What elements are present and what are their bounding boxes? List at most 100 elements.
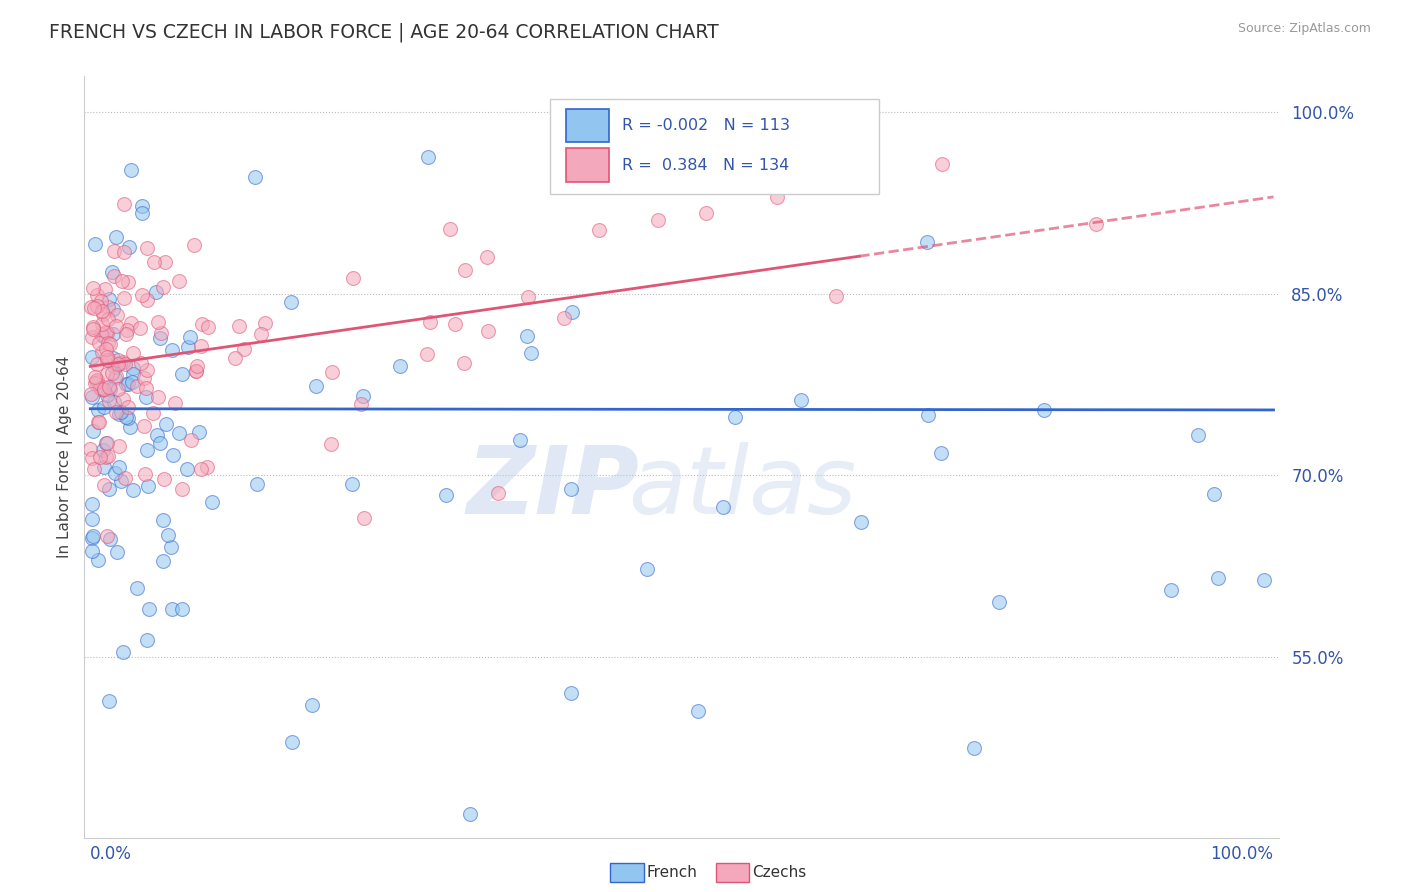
Point (80, 512, 103, 526)
Point (647, 213, 669, 227)
Point (103, 327, 125, 342)
Point (117, 410, 139, 425)
Point (136, 363, 159, 377)
Point (98, 382, 121, 396)
Point (765, 189, 787, 203)
Point (80, 350, 103, 364)
Point (246, 476, 269, 491)
Point (132, 419, 155, 434)
Point (120, 163, 142, 178)
Point (458, 807, 481, 822)
Y-axis label: In Labor Force | Age 20-64: In Labor Force | Age 20-64 (58, 356, 73, 558)
Point (176, 341, 198, 355)
Text: 100.0%: 100.0% (1211, 845, 1274, 863)
Point (105, 230, 128, 244)
Point (142, 406, 165, 420)
Point (82, 496, 104, 510)
Point (131, 288, 153, 302)
Point (389, 359, 412, 373)
Text: atlas: atlas (628, 442, 856, 533)
Point (162, 343, 184, 358)
Point (87, 415, 110, 429)
Point (342, 271, 364, 285)
Point (146, 428, 169, 442)
Point (135, 390, 157, 404)
Point (96, 388, 118, 402)
Point (156, 527, 179, 541)
Point (91, 345, 114, 359)
Point (90, 327, 112, 342)
Point (179, 330, 201, 344)
Point (120, 316, 142, 330)
Point (686, 704, 709, 718)
Point (145, 285, 167, 299)
FancyBboxPatch shape (567, 109, 609, 142)
Point (105, 368, 128, 383)
Point (138, 601, 160, 615)
Point (152, 280, 174, 294)
Point (91, 307, 114, 321)
Point (104, 405, 127, 419)
Point (96, 435, 118, 450)
Point (172, 367, 194, 381)
Point (105, 545, 128, 559)
Point (121, 375, 143, 389)
Point (115, 410, 138, 425)
Point (160, 602, 183, 616)
Point (419, 315, 441, 329)
Point (86, 357, 108, 371)
Point (104, 371, 127, 385)
Point (82, 281, 104, 295)
Point (136, 241, 159, 255)
Point (121, 367, 143, 381)
Point (101, 301, 124, 316)
Point (112, 392, 135, 407)
Point (94, 281, 117, 295)
Point (475, 250, 498, 264)
Point (112, 291, 135, 305)
Point (149, 331, 172, 345)
Point (83, 301, 105, 315)
Point (136, 632, 159, 647)
Point (190, 339, 212, 353)
Point (96, 529, 118, 543)
Point (114, 471, 136, 485)
Point (588, 222, 610, 236)
Point (121, 346, 143, 360)
Point (86, 402, 108, 417)
Point (636, 562, 658, 576)
Point (115, 323, 138, 337)
Text: R = -0.002   N = 113: R = -0.002 N = 113 (623, 118, 790, 133)
Point (108, 356, 131, 370)
Point (90, 294, 112, 309)
Point (80, 387, 103, 401)
Point (96, 350, 118, 364)
Point (253, 316, 276, 330)
Point (82, 529, 104, 543)
Point (91, 382, 114, 396)
FancyBboxPatch shape (551, 99, 879, 194)
Point (103, 244, 125, 258)
Point (849, 515, 872, 529)
Point (1206, 571, 1229, 585)
Point (152, 554, 174, 568)
Point (695, 206, 717, 220)
Point (83, 376, 105, 390)
Point (97, 449, 120, 463)
Point (97, 300, 120, 314)
Point (146, 390, 169, 404)
Point (94, 435, 117, 450)
Point (560, 686, 582, 700)
Point (82, 322, 104, 336)
Point (250, 327, 273, 342)
Point (165, 396, 187, 410)
Point (104, 319, 127, 334)
Point (824, 289, 846, 303)
Point (184, 364, 207, 378)
Point (91, 442, 114, 457)
Point (724, 410, 747, 425)
Point (90, 303, 112, 318)
Point (162, 448, 184, 462)
Point (83, 370, 105, 384)
Point (98, 393, 121, 408)
